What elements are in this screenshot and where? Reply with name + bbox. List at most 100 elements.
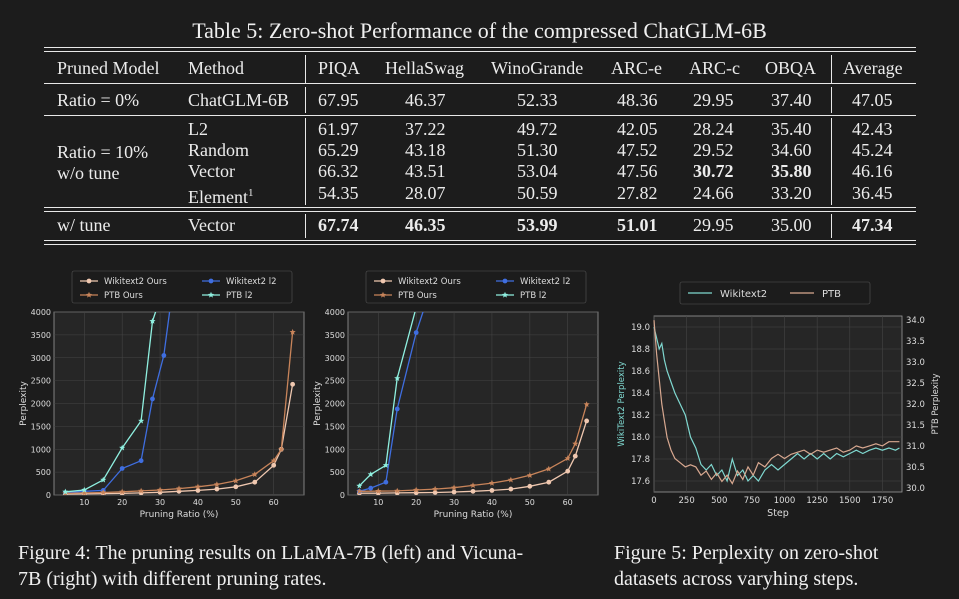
data-point bbox=[194, 483, 201, 490]
data-point bbox=[100, 476, 107, 483]
table-top-rule bbox=[44, 47, 916, 48]
chart-perplexity-steps: 0 250 500 750 1000 1250 1500 1750 17.6 17.8 18.0 18… bbox=[617, 281, 941, 519]
data-point bbox=[527, 483, 533, 489]
table-cell: 28.07 bbox=[405, 183, 446, 203]
table-cell: 47.05 bbox=[852, 90, 893, 110]
table-cell-best: 46.35 bbox=[405, 215, 446, 235]
table-cell: 48.36 bbox=[617, 90, 658, 110]
y-right-tick-label: 30.5 bbox=[906, 463, 925, 473]
table-header-method: Method bbox=[188, 58, 244, 78]
data-point bbox=[383, 479, 389, 485]
table-cell: 53.04 bbox=[517, 161, 558, 181]
data-point bbox=[470, 488, 476, 494]
y-tick-label: 1000 bbox=[325, 445, 345, 454]
table-cell-method: ChatGLM-6B bbox=[188, 90, 289, 110]
table-top-rule-2 bbox=[44, 51, 916, 52]
y-tick-label: 18.4 bbox=[631, 389, 650, 399]
table-cell-best: 51.01 bbox=[617, 215, 658, 235]
y-tick-label: 500 bbox=[330, 468, 345, 477]
table-cell: 29.52 bbox=[693, 140, 734, 160]
series-line bbox=[358, 312, 416, 487]
table-cell: 52.33 bbox=[517, 90, 558, 110]
table-cell: 37.40 bbox=[771, 90, 812, 110]
data-point bbox=[572, 453, 578, 459]
y-tick-label: 4000 bbox=[31, 308, 51, 317]
series-line bbox=[653, 326, 900, 483]
table-cell-method-text: Element bbox=[188, 187, 248, 207]
data-point bbox=[508, 486, 514, 492]
table-cell-ratio: w/o tune bbox=[57, 163, 120, 183]
table-cell: 46.16 bbox=[852, 161, 893, 181]
table-header-arc-e: ARC-e bbox=[611, 58, 662, 78]
x-tick-label: 250 bbox=[679, 496, 695, 506]
y-axis-label: WikiText2 Perplexity bbox=[617, 361, 627, 446]
y-right-tick-label: 31.5 bbox=[906, 421, 925, 431]
data-point bbox=[413, 486, 420, 493]
y-right-tick-label: 32.5 bbox=[906, 379, 925, 389]
table-header-piqa: PIQA bbox=[318, 58, 361, 78]
y-tick-label: 3000 bbox=[325, 354, 345, 363]
data-point bbox=[252, 479, 258, 485]
y-right-tick-label: 33.5 bbox=[906, 337, 925, 347]
legend-marker bbox=[502, 278, 508, 284]
table-header-average: Average bbox=[843, 58, 903, 78]
data-point bbox=[470, 482, 476, 488]
x-tick-label: 20 bbox=[411, 498, 421, 507]
table-cell-method: Vector bbox=[188, 215, 235, 235]
data-point bbox=[149, 318, 156, 324]
table-header-hellaswag: HellaSwag bbox=[385, 58, 464, 78]
table-cell-method: L2 bbox=[188, 119, 208, 139]
y-right-tick-label: 32.0 bbox=[906, 400, 925, 410]
footnote-marker: 1 bbox=[247, 187, 254, 199]
x-tick-label: 50 bbox=[525, 498, 535, 507]
figure4-caption-line2: 7B (right) with different pruning rates. bbox=[18, 568, 327, 590]
y-tick-label: 19.0 bbox=[631, 323, 650, 333]
legend-marker bbox=[86, 278, 92, 284]
table-baseline-rule bbox=[44, 115, 916, 116]
data-point bbox=[289, 328, 296, 335]
data-point bbox=[233, 484, 239, 490]
data-point bbox=[375, 487, 382, 494]
table-vline bbox=[831, 118, 832, 205]
x-tick-label: 750 bbox=[744, 496, 760, 506]
x-axis-label: Pruning Ratio (%) bbox=[140, 510, 219, 520]
series-group bbox=[356, 312, 590, 495]
table-cell-method: Random bbox=[188, 140, 249, 160]
figure5-caption-line2: datasets across varyhing steps. bbox=[614, 568, 859, 590]
legend-label: Wikitext2 Ours bbox=[104, 277, 167, 287]
figure4-caption-line1: Figure 4: The pruning results on LLaMA-7… bbox=[18, 542, 524, 564]
x-tick-label: 1500 bbox=[839, 496, 861, 506]
data-point bbox=[138, 487, 145, 494]
table-cell: 47.56 bbox=[617, 161, 658, 181]
x-tick-label: 60 bbox=[563, 498, 573, 507]
legend-box bbox=[365, 270, 587, 304]
x-tick-label: 0 bbox=[651, 496, 656, 506]
table-cell: 29.95 bbox=[693, 90, 734, 110]
table-cell-ratio: w/ tune bbox=[57, 215, 111, 235]
legend-label: Wikitext2 l2 bbox=[226, 277, 277, 287]
table-group-rule-1 bbox=[44, 207, 916, 208]
data-point bbox=[100, 489, 107, 495]
table-cell: 36.45 bbox=[852, 183, 893, 203]
data-point bbox=[161, 353, 167, 358]
table-vline bbox=[831, 55, 832, 83]
data-point bbox=[565, 468, 571, 474]
data-point bbox=[81, 486, 88, 493]
table-vline bbox=[305, 214, 306, 238]
y-tick-label: 18.0 bbox=[631, 433, 650, 443]
table-cell: 46.37 bbox=[405, 90, 446, 110]
table-cell: 24.66 bbox=[693, 183, 734, 203]
y-right-tick-label: 31.0 bbox=[906, 442, 925, 452]
y-tick-label: 17.8 bbox=[631, 455, 650, 465]
series-line bbox=[359, 420, 588, 494]
data-point bbox=[195, 488, 201, 493]
table-cell: 66.32 bbox=[318, 161, 359, 181]
legend-marker bbox=[208, 291, 214, 298]
data-point bbox=[214, 486, 220, 492]
data-point bbox=[382, 462, 389, 468]
legend-label: Wikitext2 l2 bbox=[520, 277, 571, 287]
y-tick-label: 2000 bbox=[325, 400, 345, 409]
table-header-rule bbox=[44, 83, 916, 84]
y-tick-label: 2500 bbox=[31, 377, 51, 386]
table-cell-best: 47.34 bbox=[852, 215, 893, 235]
